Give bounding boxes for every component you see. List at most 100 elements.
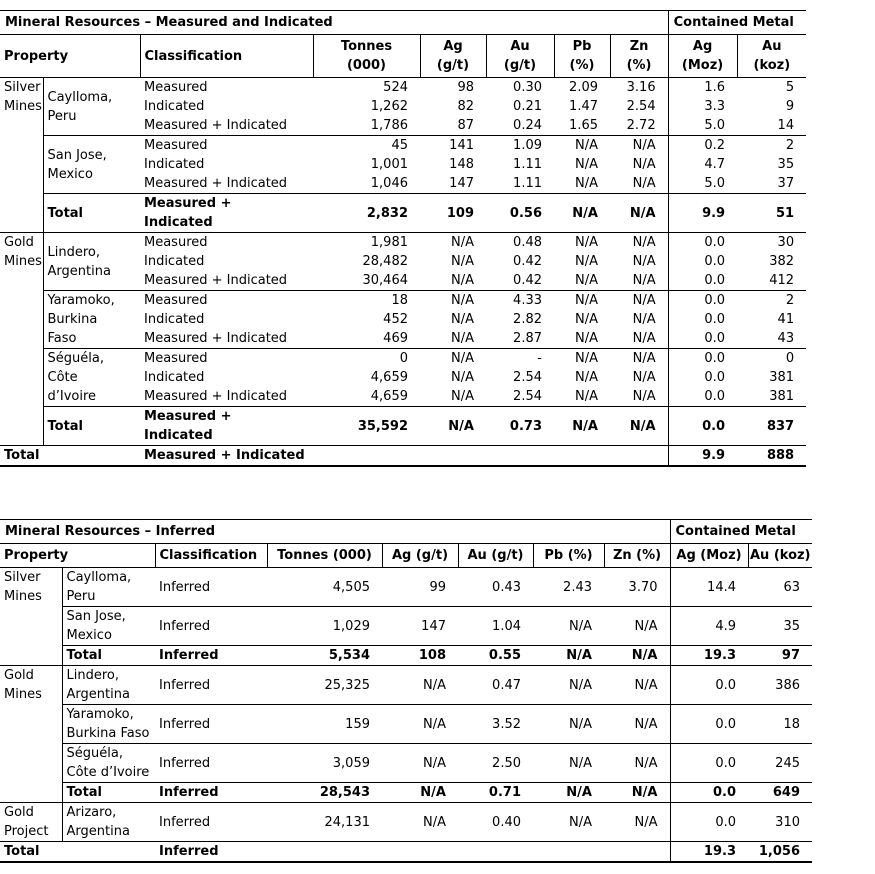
au-cell: 1.11	[513, 157, 542, 172]
zn-cell: 2.54	[626, 99, 656, 114]
ag-moz-cell: 0.0	[667, 290, 738, 310]
ag-moz-cell: 0.0	[669, 743, 748, 783]
zn-cell: N/A	[632, 312, 656, 327]
group-label: Silver Mines	[4, 570, 42, 604]
zn-cell: N/A	[604, 802, 670, 842]
pb-cell: N/A	[554, 193, 610, 233]
zn-cell: 3.70	[628, 579, 658, 595]
pb-cell: 1.47	[569, 99, 598, 114]
total-label: Total	[42, 406, 140, 446]
au-cell: 0.47	[458, 665, 533, 705]
au-cell: 4.33	[486, 290, 554, 310]
tonnes-cell: 2,832	[313, 193, 420, 233]
ag-moz-cell: 0.0	[667, 252, 738, 271]
ag-cell: N/A	[451, 312, 474, 327]
zn-cell: N/A	[610, 232, 669, 252]
zn-cell: 2.72	[626, 118, 656, 133]
ag-cell: N/A	[382, 704, 458, 744]
pb-cell: N/A	[575, 312, 598, 327]
tonnes-cell: 1,262	[370, 99, 408, 114]
au-cell: 1.04	[458, 606, 533, 646]
au-cell: 0.42	[513, 254, 542, 269]
ag-cell: 98	[457, 80, 474, 95]
ag-cell: 87	[457, 118, 474, 133]
au-koz-cell: 63	[783, 579, 800, 595]
au-koz-cell: 9	[785, 99, 795, 114]
group-label: Gold Mines	[0, 232, 43, 446]
table-row: Measured + Indicated 1,786 87 0.24 1.65 …	[0, 116, 806, 136]
au-cell: 0.48	[486, 232, 554, 252]
au-koz-cell: 37	[777, 176, 795, 191]
tonnes-cell: 1,029	[267, 606, 382, 646]
total-label: Total	[61, 645, 155, 666]
au-koz-cell: 412	[769, 273, 795, 288]
ag-cell: N/A	[451, 331, 474, 346]
table-row: Mineral Resources – Inferred Contained M…	[0, 519, 812, 544]
ag-cell: N/A	[382, 665, 458, 705]
au-cell: 1.09	[486, 135, 554, 155]
au-koz-cell: 2	[737, 135, 807, 155]
col-header-au-koz: Au (koz)	[736, 34, 807, 78]
table-row: Indicated 1,262 82 0.21 1.47 2.54 3.3 9	[0, 97, 806, 116]
table-row: Property Classification Tonnes (000) Ag …	[0, 34, 807, 78]
tonnes-cell: 5,534	[267, 645, 382, 666]
au-cell: 2.54	[513, 370, 542, 385]
tonnes-cell: 1,046	[370, 176, 408, 191]
col-header-au-gt: Au (g/t)	[485, 34, 554, 78]
au-koz-cell: 35	[777, 157, 795, 172]
tonnes-cell: 159	[267, 704, 382, 744]
col-header-classification: Classification	[154, 543, 267, 568]
au-koz-cell: 14	[777, 118, 795, 133]
col-header-property: Property	[0, 34, 140, 78]
au-cell: 2.54	[513, 389, 542, 404]
property-name: Séguéla, Côte d’Ivoire	[61, 743, 155, 783]
pb-cell: N/A	[554, 290, 610, 310]
table-row: Measured + Indicated 30,464 N/A 0.42 N/A…	[0, 271, 806, 291]
table-title: Mineral Resources – Measured and Indicat…	[0, 10, 669, 35]
table-row: Total Inferred 19.3 1,056	[0, 841, 812, 863]
col-header-ag-moz: Ag (Moz)	[669, 543, 748, 568]
classification-cell: Measured	[144, 80, 208, 95]
ag-moz-cell: 3.3	[667, 97, 738, 116]
au-koz-cell: 837	[737, 406, 807, 446]
pb-cell: N/A	[533, 606, 604, 646]
tonnes-cell: 24,131	[267, 802, 382, 842]
classification-cell: Indicated	[144, 312, 205, 327]
au-cell: 0.73	[486, 406, 554, 446]
zn-cell: N/A	[632, 176, 656, 191]
col-header-pb: Pb (%)	[532, 543, 604, 568]
col-header-classification: Classification	[139, 34, 313, 78]
pb-cell: 2.43	[563, 579, 592, 595]
property-name: San Jose, Mexico	[61, 606, 155, 646]
classification-cell: Measured	[140, 290, 313, 310]
tonnes-cell: 3,059	[267, 743, 382, 783]
pb-cell: N/A	[554, 348, 610, 368]
table-row: Silver Mines Caylloma, Peru Measured 524…	[0, 77, 806, 136]
au-koz-cell: 2	[737, 290, 807, 310]
ag-moz-cell: 9.9	[667, 445, 738, 467]
ag-cell: N/A	[382, 743, 458, 783]
tonnes-cell: 28,482	[362, 254, 409, 269]
table-row: Gold Mines Lindero, Argentina Measured 1…	[0, 232, 807, 446]
pb-cell: N/A	[575, 157, 598, 172]
classification-cell: Measured + Indicated	[144, 118, 288, 133]
au-koz-cell: 97	[748, 645, 812, 666]
zn-cell: N/A	[610, 348, 669, 368]
table-row: Indicated 452 N/A 2.82 N/A N/A 0.0 41	[0, 310, 806, 329]
au-cell: 0.55	[458, 645, 533, 666]
classification-cell: Measured	[140, 232, 313, 252]
ag-moz-cell: 0.0	[669, 802, 748, 842]
table-row: Measured + Indicated 469 N/A 2.87 N/A N/…	[0, 329, 806, 349]
zn-cell: N/A	[604, 645, 670, 666]
au-koz-cell: 41	[777, 312, 795, 327]
classification-cell: Inferred	[155, 704, 267, 744]
tonnes-cell: 35,592	[313, 406, 420, 446]
table-row: Indicated 1,001 148 1.11 N/A N/A 4.7 35	[0, 155, 806, 174]
pb-cell: N/A	[533, 782, 604, 803]
tonnes-cell: 45	[313, 135, 420, 155]
au-cell: 2.87	[513, 331, 542, 346]
ag-moz-cell: 19.3	[669, 841, 748, 863]
pb-cell: N/A	[554, 135, 610, 155]
ag-cell: N/A	[451, 389, 474, 404]
table-row: Total Inferred 28,543 N/A 0.71 N/A N/A 0…	[0, 782, 812, 803]
